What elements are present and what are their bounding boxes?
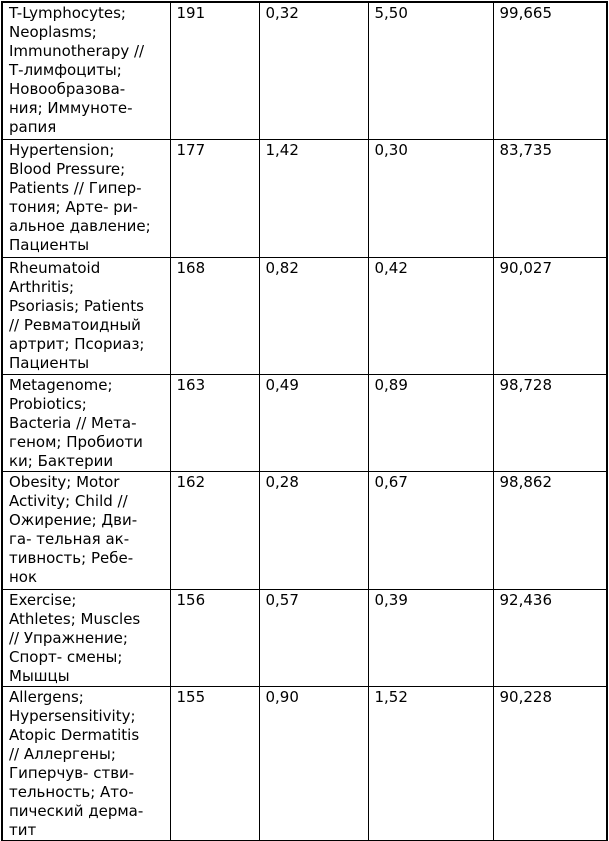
numeric-cell: 0,30 [367,138,494,258]
numeric-cell: 99,665 [492,1,608,140]
table-row: Allergens; Hypersensitivity; Atopic Derm… [1,685,608,841]
numeric-cell: 0,82 [258,256,369,375]
numeric-cell: 1,42 [258,138,369,258]
numeric-cell: 0,49 [258,373,369,472]
topic-terms-cell: Hypertension; Blood Pressure; Patients /… [1,138,171,258]
table-row: Metagenome; Probiotics; Bacteria // Мета… [1,373,608,472]
topic-terms-cell: Obesity; Motor Activity; Child // Ожирен… [1,470,171,590]
topic-terms-cell: T-Lymphocytes; Neoplasms; Immunotherapy … [1,1,171,140]
numeric-cell: 5,50 [367,1,494,140]
numeric-cell: 0,28 [258,470,369,590]
numeric-cell: 0,67 [367,470,494,590]
numeric-cell: 156 [169,588,260,687]
numeric-cell: 0,42 [367,256,494,375]
numeric-cell: 98,728 [492,373,608,472]
numeric-cell: 0,57 [258,588,369,687]
numeric-cell: 90,027 [492,256,608,375]
numeric-cell: 0,32 [258,1,369,140]
numeric-cell: 92,436 [492,588,608,687]
numeric-cell: 0,89 [367,373,494,472]
topic-terms-cell: Exercise; Athletes; Muscles // Упражнени… [1,588,171,687]
table-row: Rheumatoid Arthritis; Psoriasis; Patient… [1,256,608,375]
numeric-cell: 1,52 [367,685,494,841]
topic-terms-cell: Allergens; Hypersensitivity; Atopic Derm… [1,685,171,841]
numeric-cell: 0,90 [258,685,369,841]
numeric-cell: 162 [169,470,260,590]
numeric-cell: 191 [169,1,260,140]
numeric-cell: 177 [169,138,260,258]
numeric-cell: 83,735 [492,138,608,258]
numeric-cell: 168 [169,256,260,375]
numeric-cell: 98,862 [492,470,608,590]
numeric-cell: 163 [169,373,260,472]
topic-terms-cell: Rheumatoid Arthritis; Psoriasis; Patient… [1,256,171,375]
numeric-cell: 0,39 [367,588,494,687]
table-row: Exercise; Athletes; Muscles // Упражнени… [1,588,608,687]
table-row: Obesity; Motor Activity; Child // Ожирен… [1,470,608,590]
numeric-cell: 90,228 [492,685,608,841]
table-row: Hypertension; Blood Pressure; Patients /… [1,138,608,258]
numeric-cell: 155 [169,685,260,841]
topic-terms-cell: Metagenome; Probiotics; Bacteria // Мета… [1,373,171,472]
table-row: T-Lymphocytes; Neoplasms; Immunotherapy … [1,1,608,140]
